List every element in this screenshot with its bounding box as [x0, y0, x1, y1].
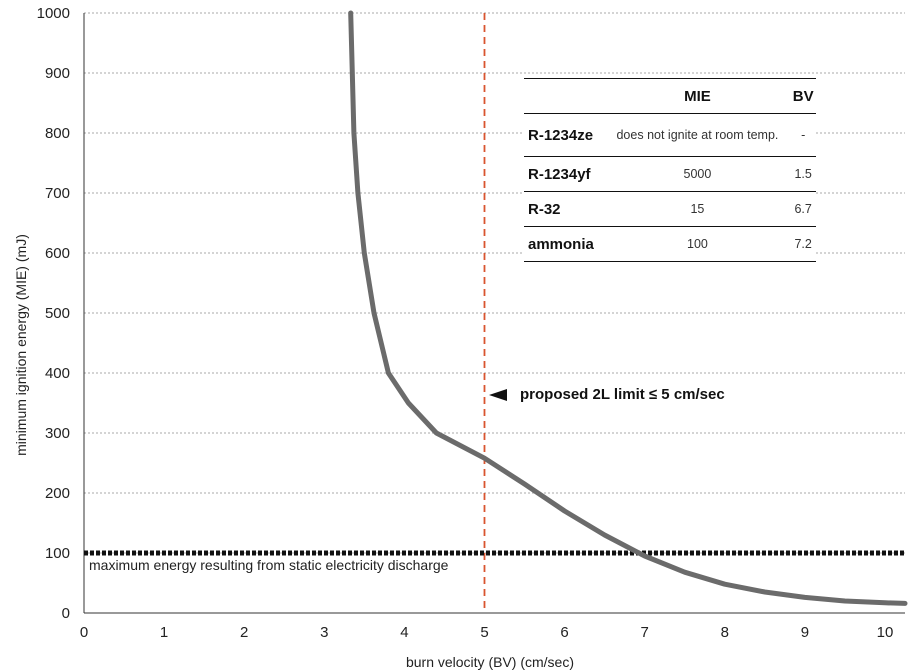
x-tick-label: 5: [480, 624, 488, 641]
table-header: [524, 78, 605, 114]
mie-value: 5000: [604, 156, 791, 192]
table-row: R-1234ze does not ignite at room temp. -: [524, 113, 816, 157]
y-tick-label: 500: [45, 305, 70, 322]
x-axis-title: burn velocity (BV) (cm/sec): [406, 654, 574, 670]
bv-value: 1.5: [790, 156, 816, 192]
refrigerant-table: MIE BV R-1234ze does not ignite at room …: [524, 78, 816, 262]
x-tick-label: 6: [560, 624, 568, 641]
y-tick-label: 300: [45, 425, 70, 442]
y-tick-label: 600: [45, 245, 70, 262]
y-tick-label: 800: [45, 125, 70, 142]
limit-annotation: proposed 2L limit ≤ 5 cm/sec: [520, 386, 725, 403]
x-tick-label: 1: [160, 624, 168, 641]
x-tick-labels: 0 1 2 3 4 5 6 7 8 9 10: [80, 624, 893, 641]
x-tick-label: 4: [400, 624, 408, 641]
y-tick-labels: 0 100 200 300 400 500 600 700 800 900 1000: [37, 5, 70, 622]
reference-lines: [84, 13, 905, 613]
x-tick-label: 9: [801, 624, 809, 641]
refrigerant-name: R-1234yf: [524, 156, 605, 192]
y-tick-label: 200: [45, 485, 70, 502]
table-header-mie: MIE: [604, 78, 791, 114]
table-header-row: MIE BV: [524, 78, 816, 114]
mie-value: does not ignite at room temp.: [604, 113, 791, 157]
refrigerant-name: R-1234ze: [524, 113, 605, 157]
y-tick-label: 0: [62, 605, 70, 622]
series: [348, 10, 908, 606]
static-discharge-note: maximum energy resulting from static ele…: [89, 557, 449, 573]
axes: [83, 13, 905, 614]
x-tick-label: 8: [721, 624, 729, 641]
bv-value: 6.7: [790, 191, 816, 227]
table-row: R-32 15 6.7: [524, 191, 816, 227]
refrigerant-name: R-32: [524, 191, 605, 227]
table-header-bv: BV: [790, 78, 816, 114]
x-tick-label: 2: [240, 624, 248, 641]
left-arrow-icon: [489, 389, 507, 401]
refrigerant-name: ammonia: [524, 226, 605, 262]
x-tick-label: 0: [80, 624, 88, 641]
x-tick-label: 10: [877, 624, 894, 641]
table-row: ammonia 100 7.2: [524, 226, 816, 262]
y-tick-label: 700: [45, 185, 70, 202]
x-tick-label: 7: [641, 624, 649, 641]
bv-value: -: [790, 113, 816, 157]
mie-value: 15: [604, 191, 791, 227]
y-tick-label: 400: [45, 365, 70, 382]
bv-value: 7.2: [790, 226, 816, 262]
table-row: R-1234yf 5000 1.5: [524, 156, 816, 192]
y-tick-label: 1000: [37, 5, 70, 22]
y-tick-label: 100: [45, 545, 70, 562]
y-tick-label: 900: [45, 65, 70, 82]
x-tick-label: 3: [320, 624, 328, 641]
series-line: [348, 10, 908, 606]
mie-value: 100: [604, 226, 791, 262]
y-axis-title: minimum ignition energy (MIE) (mJ): [13, 234, 29, 456]
annotations: proposed 2L limit ≤ 5 cm/sec maximum ene…: [89, 386, 725, 573]
